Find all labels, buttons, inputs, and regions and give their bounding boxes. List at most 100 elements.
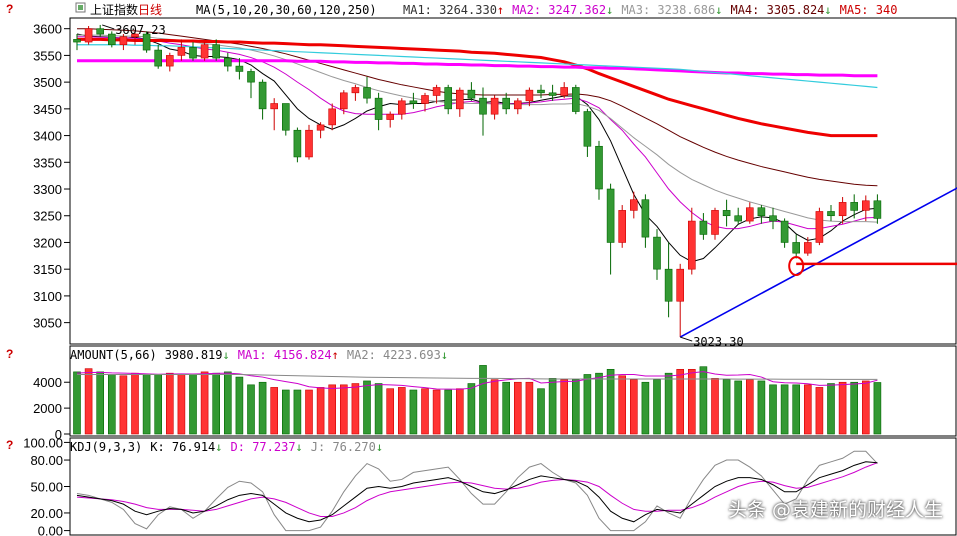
- candle-body: [560, 87, 569, 96]
- volume-value: 3980.819: [165, 348, 223, 362]
- volume-bar: [247, 384, 255, 435]
- kdj-header: KDJ(9,3,3): [70, 440, 142, 454]
- candlesticks: [73, 24, 882, 338]
- high-label: 3607.23: [115, 23, 166, 37]
- candle-body: [166, 55, 174, 67]
- volume-bar: [177, 373, 186, 435]
- volume-bar: [780, 384, 789, 435]
- ma-arrow-3: ↓: [715, 3, 722, 17]
- candle-body: [513, 100, 522, 110]
- volume-value-arrow: ↓: [223, 348, 230, 362]
- svg-text:KDJ(9,3,3)K: 76.914↓D: 77.237↓: KDJ(9,3,3) K: 76.914↓ D: 77.237↓ J: 76.270↓: [70, 440, 383, 454]
- help-icon-main[interactable]: ?: [6, 2, 13, 16]
- candle-body: [73, 39, 81, 43]
- volume-ma-ma1: [76, 371, 878, 390]
- volume-bar: [803, 384, 812, 435]
- volume-bar: [258, 381, 267, 435]
- candle-body: [827, 211, 835, 217]
- volume-tick-label: 0: [55, 427, 62, 442]
- volume-bar: [108, 374, 116, 435]
- candle-body: [595, 145, 603, 190]
- help-icon-kdj[interactable]: ?: [6, 438, 13, 452]
- candle-body: [247, 71, 255, 83]
- volume-bar: [374, 383, 383, 435]
- candle-body: [502, 97, 511, 110]
- candle-body: [653, 236, 661, 270]
- candle-body: [131, 33, 139, 38]
- volume-ma2-arrow: ↓: [441, 348, 448, 362]
- ma-value-5: MA5: 340: [840, 3, 898, 17]
- candle-body: [850, 202, 859, 211]
- candle-body: [305, 129, 313, 158]
- ma-value-3: MA3: 3238.686: [621, 3, 715, 17]
- candle-body: [722, 210, 731, 217]
- candle-body: [606, 188, 615, 243]
- ma-value-1: MA1: 3264.330: [403, 3, 497, 17]
- y-tick-label: 3200: [33, 235, 62, 250]
- kdj-tick-label: 0.00: [38, 524, 63, 536]
- candle-body: [409, 100, 418, 104]
- y-tick-label: 3600: [33, 22, 62, 37]
- candle-body: [873, 200, 882, 219]
- candle-body: [838, 202, 847, 217]
- candle-body: [699, 220, 708, 235]
- volume-bar: [154, 374, 162, 435]
- volume-bar: [479, 365, 487, 435]
- volume-bar: [734, 380, 743, 435]
- volume-bar: [235, 376, 244, 435]
- candle-body: [200, 44, 209, 59]
- kdj-j-arrow: ↓: [376, 440, 383, 454]
- candle-body: [687, 220, 696, 270]
- candle-body: [293, 129, 302, 158]
- volume-bar: [212, 372, 220, 435]
- volume-bar: [224, 371, 232, 435]
- candle-body: [212, 44, 220, 59]
- volume-bar: [316, 387, 325, 435]
- kdj-tick-label: 80.00: [30, 453, 63, 468]
- candle-body: [467, 89, 476, 99]
- candle-body: [641, 199, 650, 238]
- ma-line-ma2: [77, 36, 878, 230]
- main-header: 上证指数日线 MA(5,10,20,30,60,120,250) MA1: 32…: [75, 2, 898, 17]
- candle-body: [224, 57, 232, 67]
- volume-bar: [676, 368, 685, 435]
- candle-body: [258, 81, 267, 110]
- volume-ma2: MA2: 4223.693: [347, 348, 441, 362]
- ma-arrow-2: ↓: [606, 3, 613, 17]
- moving-average-lines: [76, 28, 878, 263]
- support-trendline: [679, 187, 957, 338]
- kdj-d-line: [76, 462, 878, 517]
- volume-ma-lines: [76, 371, 878, 390]
- volume-bar: [606, 368, 615, 435]
- candle-body: [84, 28, 93, 43]
- candle-body: [780, 220, 789, 243]
- volume-bar: [166, 372, 174, 435]
- candle-body: [142, 33, 151, 51]
- volume-bar: [293, 389, 302, 435]
- candle-body: [316, 124, 325, 131]
- high-pointer: [102, 24, 115, 30]
- volume-bar: [618, 375, 627, 435]
- kdj-y-axis: 100.00 80.00 50.00 20.00 0.00: [23, 435, 70, 536]
- candle-body: [537, 89, 545, 94]
- candle-body: [177, 47, 186, 56]
- volume-ma1-arrow: ↑: [332, 348, 339, 362]
- volume-bar: [270, 387, 279, 435]
- candle-body: [444, 87, 453, 110]
- candle-body: [525, 89, 534, 102]
- volume-bar: [386, 388, 395, 435]
- kdj-j-line: [76, 450, 878, 532]
- volume-bar: [873, 382, 882, 435]
- volume-bar: [850, 381, 859, 435]
- low-label: 3023.30: [693, 335, 744, 349]
- y-tick-label: 3150: [33, 262, 62, 277]
- candle-body: [119, 36, 128, 46]
- period-label[interactable]: 日线: [138, 3, 162, 17]
- volume-bar: [537, 388, 545, 435]
- volume-tick-label: 4000: [33, 375, 62, 390]
- help-icon-volume[interactable]: ?: [6, 347, 13, 361]
- y-tick-label: 3500: [33, 75, 62, 90]
- candle-body: [351, 87, 360, 94]
- kdj-d-arrow: ↓: [296, 440, 303, 454]
- candle-body: [769, 215, 777, 222]
